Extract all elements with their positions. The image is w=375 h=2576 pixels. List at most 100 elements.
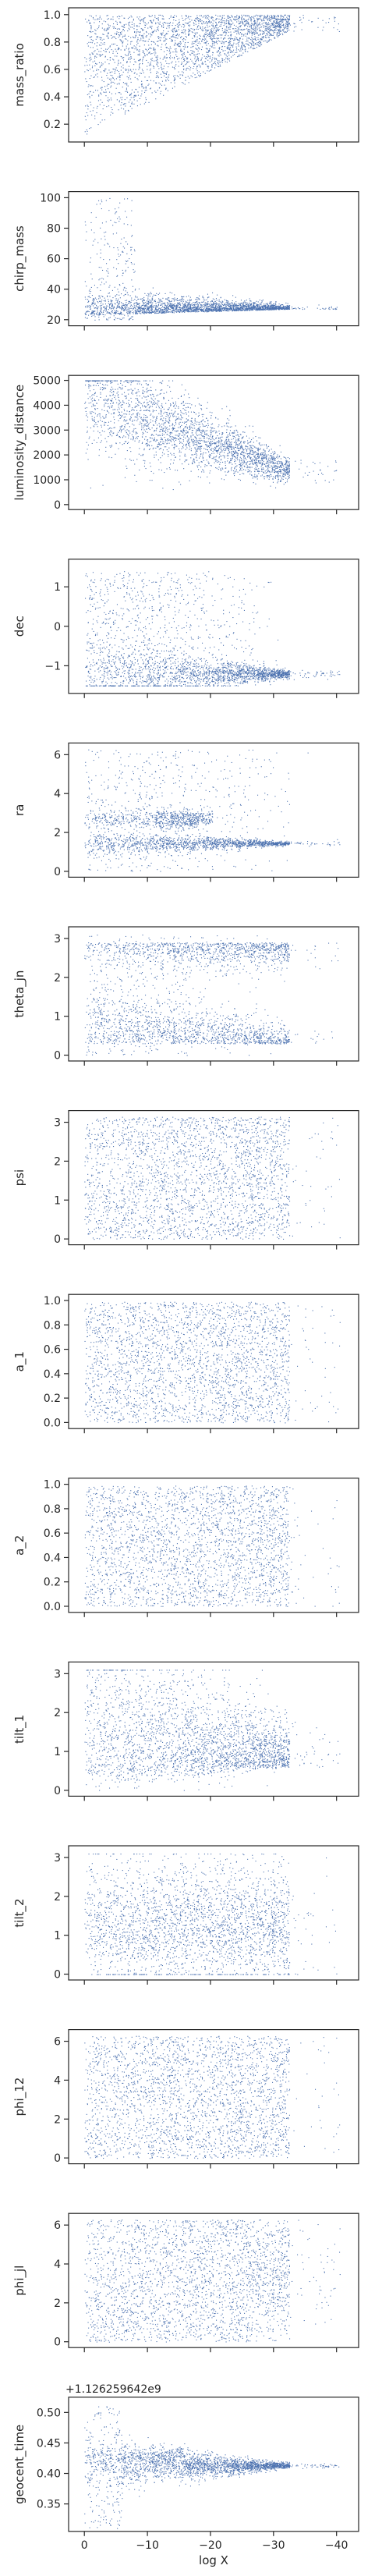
scatter-point xyxy=(131,92,133,94)
scatter-point xyxy=(227,46,228,48)
scatter-point xyxy=(187,308,189,310)
scatter-point xyxy=(187,41,189,43)
scatter-point xyxy=(203,297,204,299)
scatter-point xyxy=(251,304,253,306)
scatter-point xyxy=(179,74,181,76)
y-tick-label: 0.2 xyxy=(44,119,61,131)
scatter-point xyxy=(196,66,198,67)
scatter-point xyxy=(225,304,227,306)
scatter-point xyxy=(211,305,213,307)
scatter-point xyxy=(105,91,107,93)
scatter-point xyxy=(178,76,179,77)
scatter-point xyxy=(88,301,90,303)
scatter-point xyxy=(90,26,92,27)
scatter-point xyxy=(243,301,245,303)
scatter-point xyxy=(136,312,138,314)
scatter-point xyxy=(193,42,195,44)
scatter-point xyxy=(221,59,223,61)
scatter-point xyxy=(163,18,165,20)
scatter-point xyxy=(228,309,229,310)
scatter-point xyxy=(254,38,256,40)
scatter-point xyxy=(128,76,129,78)
scatter-point xyxy=(145,87,147,88)
scatter-point xyxy=(189,21,191,23)
scatter-point xyxy=(269,27,271,29)
scatter-point xyxy=(113,23,115,25)
scatter-point xyxy=(157,66,159,67)
scatter-point xyxy=(201,49,203,51)
scatter-point xyxy=(219,304,221,306)
scatter-point xyxy=(204,17,206,19)
scatter-point xyxy=(216,24,218,26)
scatter-point xyxy=(90,41,92,43)
scatter-point xyxy=(268,39,270,41)
scatter-point xyxy=(150,307,152,309)
scatter-point xyxy=(233,306,235,307)
scatter-point xyxy=(255,43,256,44)
scatter-point xyxy=(148,83,150,85)
scatter-point xyxy=(99,66,101,68)
scatter-point xyxy=(197,26,199,27)
scatter-point xyxy=(282,24,284,26)
scatter-point xyxy=(208,308,210,310)
scatter-point xyxy=(145,87,147,89)
scatter-point xyxy=(286,23,288,25)
scatter-point xyxy=(94,57,96,59)
scatter-point xyxy=(138,87,140,88)
scatter-point xyxy=(274,29,276,30)
scatter-point xyxy=(143,305,145,307)
scatter-point xyxy=(254,30,256,32)
scatter-point xyxy=(211,308,213,310)
scatter-point xyxy=(164,22,165,23)
scatter-point xyxy=(279,30,281,32)
scatter-point xyxy=(223,41,225,43)
scatter-point xyxy=(173,67,175,69)
scatter-point xyxy=(148,65,150,66)
scatter-point xyxy=(212,24,214,26)
scatter-point xyxy=(109,197,111,199)
scatter-point xyxy=(90,31,92,33)
scatter-point xyxy=(196,38,198,40)
scatter-point xyxy=(163,311,165,313)
scatter-point xyxy=(163,312,165,314)
scatter-point xyxy=(221,46,223,48)
scatter-point xyxy=(243,303,245,304)
scatter-point xyxy=(151,303,153,305)
scatter-point xyxy=(88,311,90,313)
scatter-point xyxy=(101,48,102,49)
scatter-point xyxy=(254,23,256,24)
scatter-point xyxy=(283,19,285,20)
scatter-point xyxy=(230,23,232,25)
scatter-point xyxy=(211,45,213,47)
scatter-point xyxy=(257,301,259,303)
scatter-point xyxy=(173,16,175,18)
scatter-point xyxy=(85,298,87,300)
scatter-point xyxy=(94,307,96,309)
scatter-point xyxy=(143,18,145,20)
scatter-point xyxy=(226,32,228,34)
scatter-point xyxy=(108,28,109,30)
scatter-point xyxy=(272,34,274,36)
scatter-point xyxy=(158,307,160,309)
scatter-point xyxy=(200,59,202,60)
scatter-point xyxy=(92,298,94,300)
scatter-point xyxy=(136,25,138,27)
scatter-point xyxy=(143,103,145,105)
scatter-point xyxy=(189,307,191,309)
scatter-point xyxy=(219,26,221,27)
scatter-point xyxy=(278,305,280,307)
scatter-point xyxy=(215,32,217,34)
scatter-point xyxy=(265,309,267,310)
scatter-point xyxy=(90,27,92,29)
scatter-point xyxy=(190,304,192,306)
scatter-point xyxy=(150,48,152,49)
scatter-point xyxy=(111,310,112,312)
scatter-point xyxy=(268,23,270,25)
scatter-point xyxy=(118,298,119,300)
scatter-point xyxy=(198,23,200,24)
scatter-point xyxy=(198,21,200,23)
scatter-point xyxy=(228,303,230,305)
scatter-point xyxy=(116,31,118,33)
scatter-point xyxy=(226,55,228,57)
